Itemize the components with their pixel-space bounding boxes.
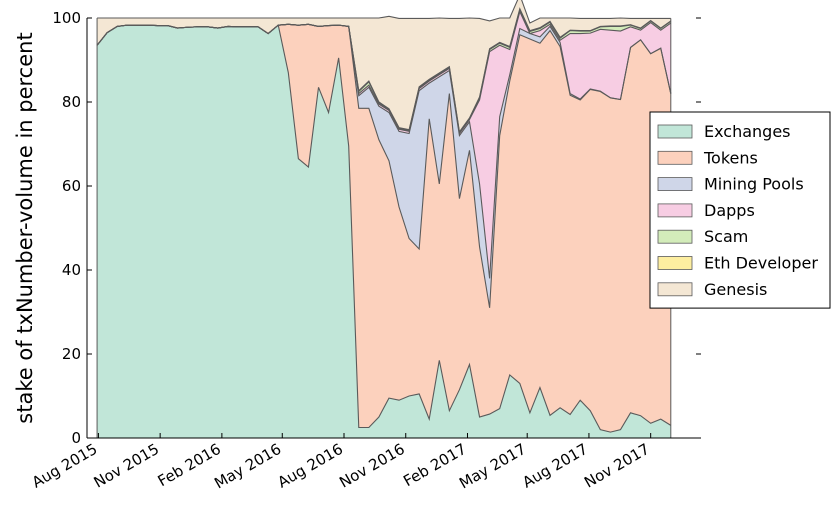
legend-swatch (657, 177, 693, 192)
legend-swatch (657, 150, 693, 165)
legend-swatch (657, 124, 693, 139)
legend-label: Eth Developer (704, 254, 818, 273)
x-tick-label: Aug 2017 (519, 440, 591, 492)
y-tick-label: 100 (52, 9, 81, 27)
legend-label: Tokens (703, 148, 758, 167)
area-exchanges (97, 25, 671, 438)
area-tokens (97, 24, 671, 433)
legend-swatch (657, 256, 693, 270)
x-tick-label: Nov 2015 (91, 440, 163, 492)
x-tick-label: Nov 2017 (581, 440, 653, 492)
x-tick-label: Aug 2016 (274, 440, 346, 492)
y-axis-label: stake of txNumber-volume in percent (13, 32, 37, 423)
x-tick-label: Nov 2016 (336, 440, 408, 492)
line-genesis (97, 0, 671, 24)
legend-swatch (657, 282, 693, 297)
legend-label: Scam (704, 227, 748, 246)
area-dapps (97, 11, 671, 279)
legend-label: Genesis (704, 280, 767, 299)
y-tick-label: 60 (62, 177, 81, 195)
legend-label: Mining Pools (704, 175, 804, 194)
series-boundary-lines (96, 0, 672, 438)
x-tick-label: May 2017 (456, 440, 529, 493)
legend-swatch (657, 229, 693, 244)
legend: Exchanges Tokens Mining Pools Dapps Scam Eth … (649, 111, 831, 309)
legend-label: Exchanges (704, 122, 791, 141)
legend-label: Dapps (704, 201, 755, 220)
y-tick-label: 80 (62, 93, 81, 111)
x-tick-label: Aug 2015 (29, 440, 101, 492)
x-tick-label: May 2016 (211, 440, 284, 493)
legend-swatch (657, 203, 693, 218)
y-tick-label: 20 (62, 345, 81, 363)
y-tick-label: 0 (71, 429, 81, 447)
area-genesis (97, 0, 671, 132)
y-tick-label: 40 (62, 261, 81, 279)
area-layers (97, 0, 671, 438)
line-eth-developer (96, 7, 672, 134)
